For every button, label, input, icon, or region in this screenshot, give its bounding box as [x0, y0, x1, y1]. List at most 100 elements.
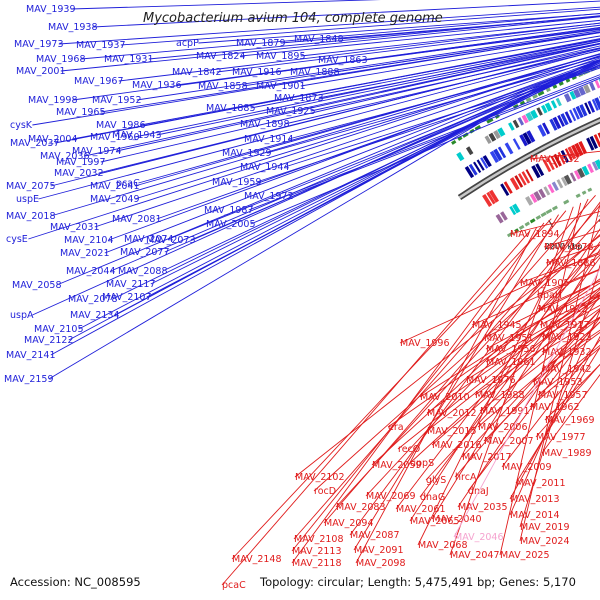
feature-block	[576, 167, 586, 179]
gene-label: MAV_2068	[418, 540, 468, 551]
feature-block	[500, 211, 508, 221]
gene-label: MAV_2017	[462, 452, 512, 463]
gene-label: MAV_1888	[290, 67, 340, 78]
leader-line	[300, 22, 600, 57]
leader-line	[70, 0, 381, 10]
gene-label: MAV_1879	[236, 38, 286, 49]
gene-label: MAV_1917	[540, 320, 590, 331]
feature-block	[551, 205, 558, 211]
feature-block	[555, 97, 562, 107]
gene-label: MAV_2032	[54, 168, 104, 179]
gene-label: MAV_2031	[50, 222, 100, 233]
feature-block	[518, 224, 525, 230]
gene-label: MAV_2074	[124, 234, 174, 245]
gene-label: MAV_2065	[410, 516, 460, 527]
gene-label: MAV_1898	[240, 119, 290, 130]
gene-label: MAV_2113	[292, 546, 342, 557]
leader-line	[294, 235, 600, 478]
leader-line	[318, 42, 600, 99]
feature-block	[547, 183, 555, 194]
gene-label: MAV_2049	[90, 194, 140, 205]
feature-block	[521, 171, 531, 184]
feature-block	[476, 159, 485, 171]
gene-label: MAV_1977	[536, 432, 586, 443]
gene-label: MAV_1939	[26, 4, 76, 15]
summary-text: Topology: circular; Length: 5,475,491 bp…	[259, 575, 576, 589]
leader-line	[72, 26, 600, 101]
gene-label: pcaC	[116, 178, 140, 189]
feature-block	[579, 104, 588, 117]
gene-label: MAV_1996	[400, 338, 450, 349]
feature-block	[573, 170, 581, 180]
feature-block	[540, 211, 547, 218]
gene-label: MAV_2006	[478, 422, 528, 433]
gene-label: MAV_2081	[112, 214, 162, 225]
gene-label: rocD	[314, 486, 336, 497]
gene-label: MAV_2134	[70, 310, 120, 321]
feature-block	[586, 137, 595, 151]
gene-label: MAV_2036	[40, 151, 90, 162]
feature-block	[587, 187, 593, 193]
gene-label: uspA	[10, 310, 34, 321]
gene-label: MAV_2087	[350, 530, 400, 541]
feature-block	[519, 134, 528, 147]
feature-block	[560, 113, 569, 126]
feature-block	[493, 148, 503, 161]
gene-label: MAV_1894	[510, 229, 560, 240]
feature-block	[537, 90, 545, 97]
leader-line	[419, 282, 600, 398]
leader-line	[116, 43, 600, 152]
leader-line	[409, 288, 600, 464]
gene-label: MAV_2037	[10, 138, 60, 149]
gene-label: dnaG	[420, 492, 445, 503]
leader-line	[431, 248, 600, 520]
leader-line	[449, 206, 574, 556]
feature-block	[587, 163, 594, 174]
gene-label: MAV_1886	[546, 258, 596, 269]
feature-block	[591, 161, 599, 171]
gene-label: MAV_2025	[500, 550, 550, 561]
leader-line	[134, 55, 600, 200]
feature-block	[563, 199, 570, 205]
feature-block	[542, 122, 551, 135]
forward-gene-ring	[464, 96, 600, 179]
feature-block	[484, 135, 492, 145]
gene-label: MAV_2059	[372, 460, 422, 471]
gene-label: MAV_1973	[14, 39, 64, 50]
feature-block	[497, 127, 506, 137]
gene-label: MAV_1943	[112, 130, 162, 141]
gene-label: MAV_1960	[90, 132, 140, 143]
feature-block	[557, 151, 566, 165]
feature-block	[482, 194, 493, 208]
gene-label: MAV_2013	[510, 494, 560, 505]
leader-line	[280, 16, 600, 44]
feature-block	[563, 174, 572, 185]
feature-block	[550, 100, 558, 109]
gene-label: MAV_1998	[28, 95, 78, 106]
feature-block	[525, 169, 534, 182]
leader-line	[417, 198, 589, 546]
feature-block	[530, 109, 539, 120]
feature-block	[451, 139, 457, 145]
map-title: Mycobacterium avium 104, complete genome	[143, 11, 443, 26]
feature-block	[543, 186, 551, 196]
leader-line	[425, 291, 600, 481]
feature-block	[545, 87, 551, 93]
backbone	[458, 119, 600, 199]
leader-line	[92, 0, 600, 28]
gene-label: MAV_2075	[6, 181, 56, 192]
feature-block	[587, 100, 596, 113]
leader-line	[80, 13, 600, 60]
reverse-gene-ring	[482, 132, 600, 208]
feature-block	[504, 142, 514, 155]
feature-block	[575, 105, 584, 119]
gene-label: MAV_2117	[106, 279, 156, 290]
feature-block	[563, 93, 572, 103]
feature-block	[594, 97, 600, 110]
feature-block	[594, 80, 600, 89]
gene-label: hrcA	[455, 472, 477, 483]
gene-label: MAV_2004	[28, 134, 78, 145]
gene-label: MAV_1929	[222, 148, 272, 159]
leader-line	[120, 8, 600, 46]
gene-label: MAV_1863	[318, 55, 368, 66]
